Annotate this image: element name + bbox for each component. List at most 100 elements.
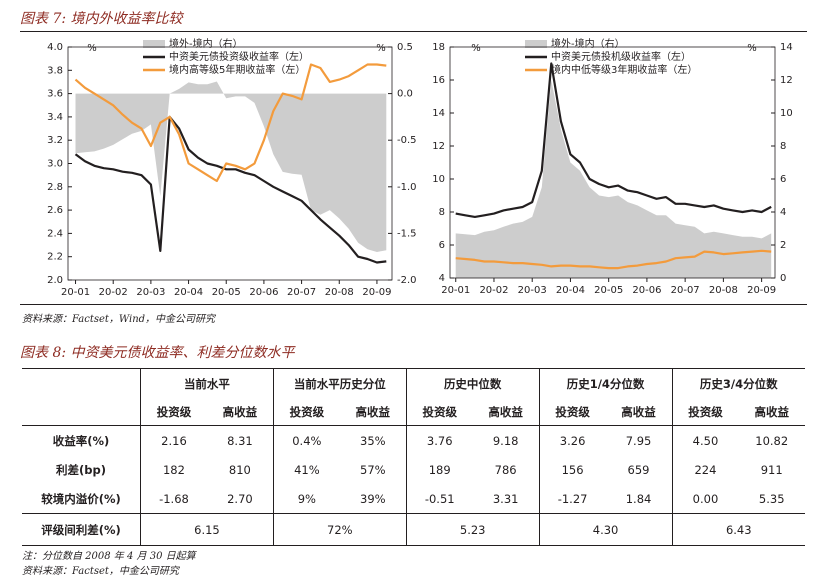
corner <box>22 369 141 400</box>
cell: 189 <box>405 455 473 484</box>
data-row: 收益率(%) 2.16 8.31 0.4% 35% 3.76 9.18 3.26 7.95 4.5… <box>22 425 805 455</box>
x-tick-label: 20-04 <box>556 285 585 296</box>
y-tick-label: 3.2 <box>47 135 63 146</box>
x-tick-label: 20-04 <box>174 287 203 298</box>
line <box>74 115 387 264</box>
x-tick-label: 20-09 <box>362 287 391 298</box>
group-header: 当前水平历史分位 <box>272 368 407 399</box>
figure-title: 图表 7: 境内外收益率比较 <box>20 11 183 27</box>
y2-tick-label: 6 <box>780 174 786 185</box>
x-tick-label: 20-09 <box>747 285 776 296</box>
y-tick-label: 3.4 <box>47 112 63 123</box>
line <box>455 62 772 218</box>
subheader-row: 投资级 高收益 投资级 高收益 投资级 高收益 投资级 高收益 投资级 高收益 <box>22 399 805 426</box>
subheader: 投资级 <box>671 399 739 426</box>
cell: -1.27 <box>538 484 606 514</box>
y2-tick-label: 14 <box>780 42 793 53</box>
line <box>74 63 387 183</box>
cell: 5.23 <box>405 513 540 546</box>
x-tick-label: 20-05 <box>594 285 623 296</box>
cell: 224 <box>671 455 739 484</box>
row-label: 利差(bp) <box>56 462 106 477</box>
legend-label: 境外-境内（右） <box>551 37 625 50</box>
y2-axis-unit: % <box>747 43 757 54</box>
cell: -0.51 <box>405 484 473 514</box>
area <box>75 81 387 252</box>
cell: 57% <box>360 462 386 477</box>
figure-title: 图表 8: 中资美元债收益率、利差分位数水平 <box>20 345 295 361</box>
cell: 182 <box>139 455 207 484</box>
y2-tick-label: 0.5 <box>397 42 413 53</box>
subheader: 投资级 <box>538 399 606 426</box>
subheader: 高收益 <box>605 399 672 426</box>
cell: -1.68 <box>139 484 207 514</box>
cell: 911 <box>760 462 783 477</box>
cell: 810 <box>228 462 251 477</box>
cell: 3.26 <box>538 425 606 455</box>
y2-tick-label: -1.0 <box>397 182 417 193</box>
y2-tick-label: 10 <box>780 108 793 119</box>
group-header: 历史中位数 <box>405 368 540 399</box>
x-tick-label: 20-06 <box>249 287 278 298</box>
y2-tick-label: 12 <box>780 75 793 86</box>
cell: 9.18 <box>492 433 519 448</box>
subheader: 投资级 <box>405 399 473 426</box>
y-tick-label: 10 <box>432 174 445 185</box>
x-tick-label: 20-05 <box>212 287 241 298</box>
y-tick-label: 2.2 <box>47 252 63 263</box>
corner <box>22 399 141 426</box>
y-axis-unit: % <box>471 43 481 54</box>
y2-axis-unit: % <box>376 43 386 54</box>
source: 资料来源：Factset，Wind，中金公司研究 <box>22 314 216 325</box>
y-tick-label: 3.6 <box>47 89 63 100</box>
legend-swatch <box>525 40 547 48</box>
cell: 6.15 <box>140 513 274 546</box>
cell: 1.84 <box>625 491 652 506</box>
cell: 39% <box>360 491 386 506</box>
note: 注：分位数自 2008 年 4 月 30 日起算 <box>22 551 196 562</box>
cell: 7.95 <box>625 433 652 448</box>
legend-label: 中资美元债投资级收益率（左） <box>169 50 309 63</box>
spread-row: 评级间利差(%) 6.15 72% 5.23 4.30 6.43 <box>22 513 805 546</box>
cell: 4.30 <box>538 513 672 546</box>
cell: 72% <box>272 513 407 546</box>
y2-tick-label: -2.0 <box>397 275 417 286</box>
y-tick-label: 16 <box>432 75 445 86</box>
x-tick-label: 20-03 <box>518 285 547 296</box>
y-tick-label: 14 <box>432 108 445 119</box>
plot-frame <box>449 46 776 279</box>
y2-tick-label: 4 <box>780 207 786 218</box>
y-tick-label: 12 <box>432 141 445 152</box>
subheader: 高收益 <box>738 399 805 426</box>
subheader: 高收益 <box>339 399 407 426</box>
cell: 0.4% <box>272 425 340 455</box>
y2-tick-label: -1.5 <box>397 228 417 239</box>
cell: 156 <box>538 455 606 484</box>
y-tick-label: 3.0 <box>47 159 63 170</box>
y2-tick-label: -0.5 <box>397 135 417 146</box>
row-label: 收益率(%) <box>52 433 110 448</box>
cell: 4.50 <box>671 425 739 455</box>
row-label: 评级间利差(%) <box>22 513 141 546</box>
y2-tick-label: 2 <box>780 240 786 251</box>
charts: % %境外-境内（右）中资美元债投资级收益率（左）境内高等级5年期收益率（左）2.… <box>47 37 793 298</box>
group-header: 历史1/4分位数 <box>538 368 672 399</box>
x-tick-label: 20-07 <box>671 285 700 296</box>
cell: 10.82 <box>755 433 789 448</box>
subheader: 高收益 <box>472 399 540 426</box>
y-tick-label: 3.8 <box>47 65 63 76</box>
cell: 3.31 <box>492 491 519 506</box>
cell: 659 <box>627 462 650 477</box>
y-tick-label: 2.0 <box>47 275 63 286</box>
data-row: 利差(bp) 182 810 41% 57% 189 786 156 659 224 911 <box>22 455 805 484</box>
x-tick-label: 20-06 <box>632 285 661 296</box>
cell: 41% <box>272 455 340 484</box>
table: 当前水平 当前水平历史分位 历史中位数 历史1/4分位数 历史3/4分位数 投资级 高收益投… <box>22 368 805 546</box>
group-header: 历史3/4分位数 <box>671 368 805 399</box>
rule <box>20 304 807 305</box>
legend-swatch <box>143 40 165 48</box>
cell: 2.70 <box>227 491 253 506</box>
row-label: 较境内溢价(%) <box>41 491 121 506</box>
y2-tick-label: 0.0 <box>397 89 413 100</box>
